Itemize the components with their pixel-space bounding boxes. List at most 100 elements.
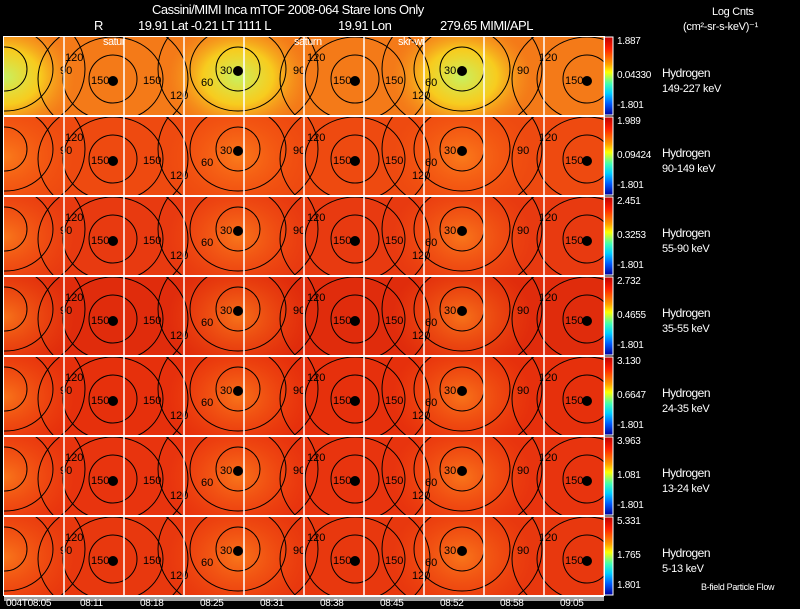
colorbar-max: 2.451 [617,196,641,207]
marker-satur: satur [103,36,125,48]
colorbar-min: -1.801 [617,340,644,351]
time-bar [4,597,604,601]
contour-line [4,366,28,412]
contour-line [88,534,138,584]
contour-line [60,197,86,275]
contour-line [37,197,189,275]
contour-label: 90 [60,145,72,157]
contour-label: 60 [201,397,213,409]
contour-line [60,437,86,515]
contour-line [381,357,543,435]
contour-label: 120 [644,570,662,582]
contour-label: 120 [170,330,188,342]
contour-label: 30 [444,65,456,77]
contour-label: 90 [60,65,72,77]
contour-label: 120 [170,170,188,182]
species-label: Hydrogen [662,226,711,240]
energy-label: 24-35 keV [662,403,710,415]
contour-label: 120 [65,212,83,224]
field-direction-dot [582,156,592,166]
x-tick-label: 08:58 [500,598,524,609]
colorbar-max: 5.331 [617,516,641,527]
contour-label: 120 [170,570,188,582]
field-direction-dot [457,546,467,556]
contour-line [330,454,380,504]
contour-line [4,357,54,432]
field-direction-dot [350,396,360,406]
x-tick-label: 08:11 [80,598,103,609]
contour-line [279,517,431,595]
contour-line [62,37,164,115]
colorbar [603,116,614,196]
contour-line [511,197,535,275]
contour-label: 120 [170,410,188,422]
field-direction-dot [233,306,243,316]
contour-line [62,357,164,435]
contour-label: 90 [293,225,305,237]
contour-line [304,277,406,355]
contour-label: 60 [201,477,213,489]
contour-label: 120 [644,410,662,422]
contour-label: 90 [60,305,72,317]
contour-label: 150 [91,155,109,167]
contour-label: 90 [293,65,305,77]
contour-line [381,197,543,275]
contour-line [413,517,511,592]
contour-line [62,437,164,515]
contour-line [511,277,535,355]
x-tick-label: 08:45 [380,598,404,609]
panel-row-2: 1501201501201501201501201501201501203060… [4,196,662,276]
contour-label: 120 [644,250,662,262]
colorbar [603,356,614,436]
contour-label: 90 [517,385,529,397]
contour-line [536,357,604,435]
field-direction-dot [233,386,243,396]
field-direction-dot [457,306,467,316]
contour-line [279,277,431,355]
contour-label: 90 [517,465,529,477]
contour-label: 90 [293,545,305,557]
contour-line [4,206,28,252]
contour-line [330,134,380,184]
contour-label: 30 [444,545,456,557]
field-direction-dot [233,66,243,76]
contour-label: 120 [307,292,325,304]
species-label: Hydrogen [662,466,711,480]
field-direction-dot [233,146,243,156]
field-direction-dot [350,476,360,486]
contour-line [37,517,189,595]
colorbar-mid: 0.6647 [617,390,646,401]
contour-line [215,46,261,92]
contour-label: 30 [220,385,232,397]
contour-line [4,437,54,512]
energy-label: 149-227 keV [662,83,722,95]
marker-saturn: saturn [294,36,322,48]
colorbar-mid: 0.3253 [617,230,646,241]
contour-label: 150 [385,75,403,87]
field-direction-dot [582,316,592,326]
field-direction-dot [108,236,118,246]
contour-line [215,126,261,172]
contour-label: 30 [444,145,456,157]
colorbar-max: 1.989 [617,116,641,127]
contour-label: 150 [143,475,161,487]
contour-line [304,117,406,195]
contour-label: 60 [201,557,213,569]
contour-label: 120 [412,250,430,262]
contour-line [304,437,406,515]
field-direction-dot [457,386,467,396]
contour-label: 120 [170,490,188,502]
contour-line [157,117,319,195]
contour-label: 150 [333,75,351,87]
contour-label: 150 [385,395,403,407]
contour-line [562,294,604,344]
contour-line [330,294,380,344]
contour-line [413,357,511,432]
contour-line [215,286,261,332]
contour-line [189,357,287,432]
contour-line [562,134,604,184]
contour-label: 150 [385,155,403,167]
units-line1: Log Cnts [712,6,754,18]
contour-line [157,517,319,595]
contour-line [4,117,54,192]
